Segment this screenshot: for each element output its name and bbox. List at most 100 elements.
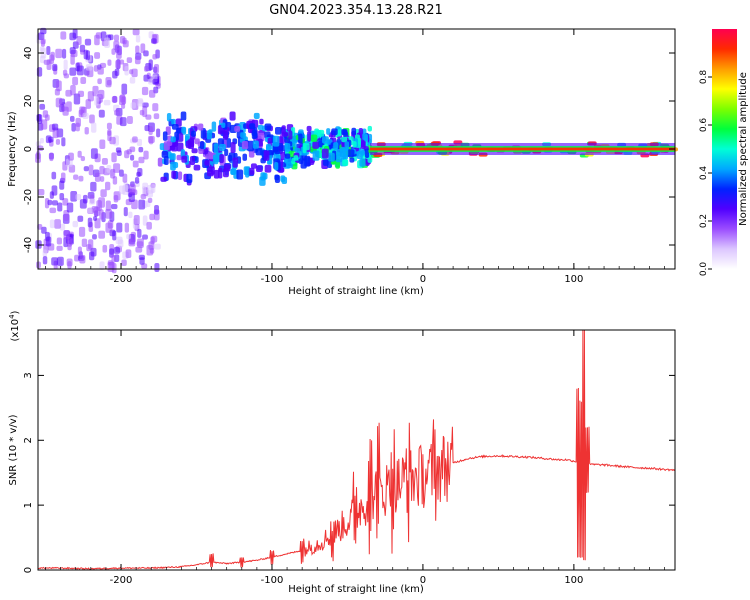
heatmap-cell <box>121 259 127 267</box>
y-tick-label: 2 <box>23 437 34 443</box>
heatmap-cell <box>151 38 157 44</box>
heatmap-cell <box>66 101 72 112</box>
heatmap-cell <box>264 164 272 173</box>
heatmap-cell <box>121 83 128 95</box>
heatmap-cell <box>80 155 86 162</box>
heatmap-cell <box>124 150 130 159</box>
heatmap-cell <box>69 115 75 122</box>
heatmap-cell <box>245 166 250 178</box>
heatmap-cell <box>130 154 135 161</box>
heatmap-cell <box>129 69 134 75</box>
heatmap-cell <box>147 197 153 203</box>
heatmap-cell <box>60 172 66 181</box>
y-tick-label: 3 <box>23 372 34 378</box>
heatmap-cell <box>39 46 45 52</box>
heatmap-cell <box>223 130 229 140</box>
heatmap-cell <box>111 262 117 274</box>
heatmap-cell <box>83 166 89 172</box>
heatmap-cell <box>106 79 112 86</box>
heatmap-cell <box>213 169 220 179</box>
heatmap-cell <box>170 136 176 143</box>
heatmap-cell <box>170 161 176 171</box>
heatmap-cell <box>93 215 98 222</box>
heatmap-cell <box>153 113 160 120</box>
heatmap-cell <box>55 48 63 59</box>
heatmap-cell <box>321 148 329 159</box>
heatmap-cell <box>255 165 263 172</box>
heatmap-cell <box>98 230 106 239</box>
heatmap-cell <box>362 133 368 140</box>
heatmap-cell <box>146 221 152 230</box>
heatmap-cell <box>333 142 339 150</box>
heatmap-cell <box>51 171 57 180</box>
heatmap-cell <box>49 152 54 162</box>
heatmap-cell <box>36 261 41 269</box>
heatmap-cell <box>149 213 155 221</box>
heatmap-cell <box>66 258 73 267</box>
heatmap-cell <box>94 96 99 106</box>
colorbar-label: Normalized spectral amplitude <box>738 72 749 226</box>
heatmap-cell <box>310 134 318 142</box>
heatmap-cell <box>257 138 263 147</box>
heatmap-cell <box>138 146 144 153</box>
heatmap-cell <box>134 176 140 184</box>
heatmap-cell <box>234 125 241 132</box>
heatmap-cell <box>106 164 112 173</box>
snr-scale-suffix: ) <box>10 310 21 314</box>
heatmap-cell <box>212 154 219 165</box>
heatmap-cell <box>251 129 257 140</box>
heatmap-cell <box>98 109 105 118</box>
heatmap-cell <box>113 246 121 254</box>
heatmap-cell <box>198 147 204 155</box>
heatmap-cell <box>56 245 63 252</box>
heatmap-cell <box>250 163 257 169</box>
snr-line-series <box>37 330 676 570</box>
heatmap-cell <box>68 152 74 161</box>
heatmap-cell <box>135 45 140 54</box>
heatmap-cell <box>109 136 116 145</box>
y-tick-label: 0 <box>23 146 34 152</box>
heatmap-cell <box>44 114 50 121</box>
snr-scale-exponent: 4 <box>8 314 16 319</box>
heatmap-cell <box>202 147 209 155</box>
heatmap-cell <box>132 28 140 36</box>
heatmap-cell <box>241 141 249 150</box>
heatmap-cell <box>124 66 129 76</box>
heatmap-cell <box>162 131 168 141</box>
heatmap-cell <box>97 67 104 75</box>
heatmap-cell <box>46 46 51 55</box>
heatmap-cell <box>275 126 282 135</box>
heatmap-cell <box>62 48 67 59</box>
snr-y-scale-factor: (x104) <box>8 310 21 341</box>
heatmap-cell <box>264 123 272 131</box>
heatmap-cell <box>37 188 45 196</box>
heatmap-cell <box>134 55 141 65</box>
heatmap-cell <box>90 148 98 159</box>
heatmap-cell <box>94 172 101 182</box>
heatmap-cell <box>90 247 97 257</box>
heatmap-cell <box>122 173 128 183</box>
heatmap-cell <box>166 112 172 122</box>
heatmap-cell <box>112 70 118 79</box>
x-tick-label: -100 <box>261 575 284 586</box>
heatmap-cell <box>116 48 122 59</box>
heatmap-cell <box>103 99 111 106</box>
heatmap-cell <box>78 226 86 237</box>
heatmap-cell <box>113 34 120 42</box>
heatmap-cell <box>141 86 149 96</box>
heatmap-cell <box>266 143 272 150</box>
heatmap-cell <box>307 131 312 142</box>
heatmap-cell <box>364 148 370 159</box>
heatmap-cell <box>137 238 144 249</box>
heatmap-cell <box>75 194 82 201</box>
heatmap-cell <box>161 151 169 158</box>
heatmap-cell <box>181 127 186 134</box>
heatmap-cell <box>336 148 343 156</box>
heatmap-cell <box>105 222 113 233</box>
heatmap-cell <box>55 138 61 145</box>
heatmap-cell <box>137 99 144 107</box>
heatmap-cell <box>143 74 150 82</box>
heatmap-cell <box>60 31 67 40</box>
heatmap-cell <box>367 125 372 132</box>
heatmap-cell <box>126 115 133 124</box>
